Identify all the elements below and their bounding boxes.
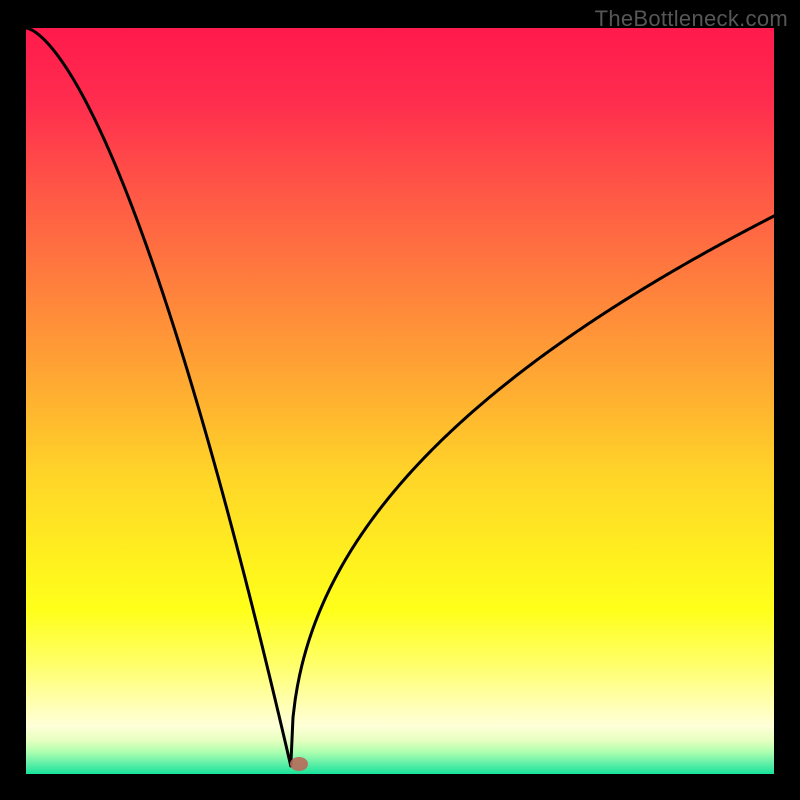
bottleneck-chart: TheBottleneck.com: [0, 0, 800, 800]
vertex-marker: [290, 757, 308, 771]
plot-background: [26, 28, 774, 774]
watermark-text: TheBottleneck.com: [595, 6, 788, 32]
chart-svg: [0, 0, 800, 800]
